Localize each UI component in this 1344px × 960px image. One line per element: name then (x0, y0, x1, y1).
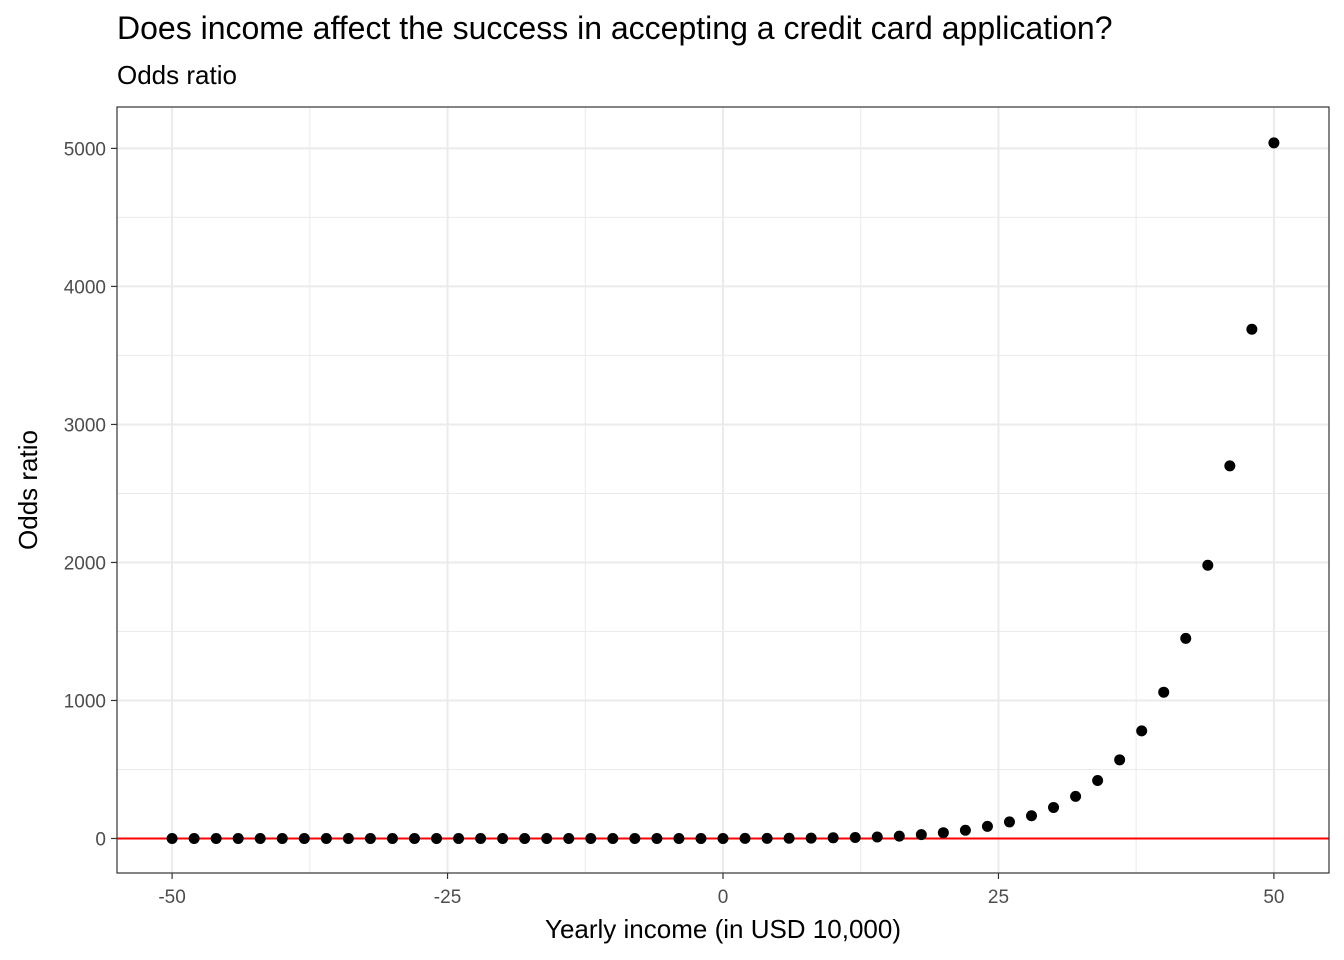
data-point (761, 832, 773, 844)
data-point (629, 832, 641, 844)
data-point (541, 832, 553, 844)
data-point (585, 832, 597, 844)
data-point (1070, 790, 1082, 802)
data-point (739, 832, 751, 844)
data-point (783, 832, 795, 844)
data-point (1180, 632, 1192, 644)
y-tick-label: 1000 (64, 691, 106, 712)
data-point (386, 832, 398, 844)
chart-title: Does income affect the success in accept… (117, 10, 1113, 46)
x-axis-title: Yearly income (in USD 10,000) (545, 914, 901, 944)
data-point (364, 832, 376, 844)
data-point (827, 832, 839, 844)
data-point (871, 831, 883, 843)
data-point (519, 832, 531, 844)
data-point (717, 832, 729, 844)
x-tick-label: 25 (988, 887, 1009, 908)
chart-subtitle: Odds ratio (117, 60, 237, 90)
data-point (166, 832, 178, 844)
y-tick-label: 3000 (64, 415, 106, 436)
data-point (342, 832, 354, 844)
y-tick-label: 4000 (64, 277, 106, 298)
data-point (893, 830, 905, 842)
data-point (254, 832, 266, 844)
data-point (651, 832, 663, 844)
data-point (915, 829, 927, 841)
x-tick-label: 50 (1263, 887, 1284, 908)
y-axis-title: Odds ratio (13, 430, 43, 550)
data-point (475, 832, 487, 844)
data-point (210, 832, 222, 844)
data-point (981, 820, 993, 832)
data-point (497, 832, 509, 844)
data-point (188, 832, 200, 844)
data-point (607, 832, 619, 844)
data-point (695, 832, 707, 844)
data-point (1092, 775, 1104, 787)
data-point (849, 832, 861, 844)
data-point (320, 832, 332, 844)
data-point (298, 832, 310, 844)
data-point (1136, 725, 1148, 737)
data-point (563, 832, 575, 844)
data-point (673, 832, 685, 844)
data-point (805, 832, 817, 844)
data-point (1003, 816, 1015, 828)
data-point (1224, 460, 1236, 472)
x-tick-label: -25 (434, 887, 461, 908)
y-tick-label: 5000 (64, 139, 106, 160)
data-point (1246, 323, 1258, 335)
data-point (431, 832, 443, 844)
data-point (408, 832, 420, 844)
data-point (1202, 559, 1214, 571)
data-point (1268, 137, 1280, 149)
x-tick-label: 0 (718, 887, 729, 908)
data-point (1158, 686, 1170, 698)
data-point (937, 827, 949, 839)
data-point (453, 832, 465, 844)
y-tick-label: 0 (95, 829, 106, 850)
data-point (1114, 754, 1126, 766)
data-point (1048, 801, 1060, 813)
data-point (276, 832, 288, 844)
data-point (232, 832, 244, 844)
data-point (1026, 810, 1038, 822)
x-tick-label: -50 (158, 887, 185, 908)
y-tick-label: 2000 (64, 553, 106, 574)
data-point (959, 824, 971, 836)
